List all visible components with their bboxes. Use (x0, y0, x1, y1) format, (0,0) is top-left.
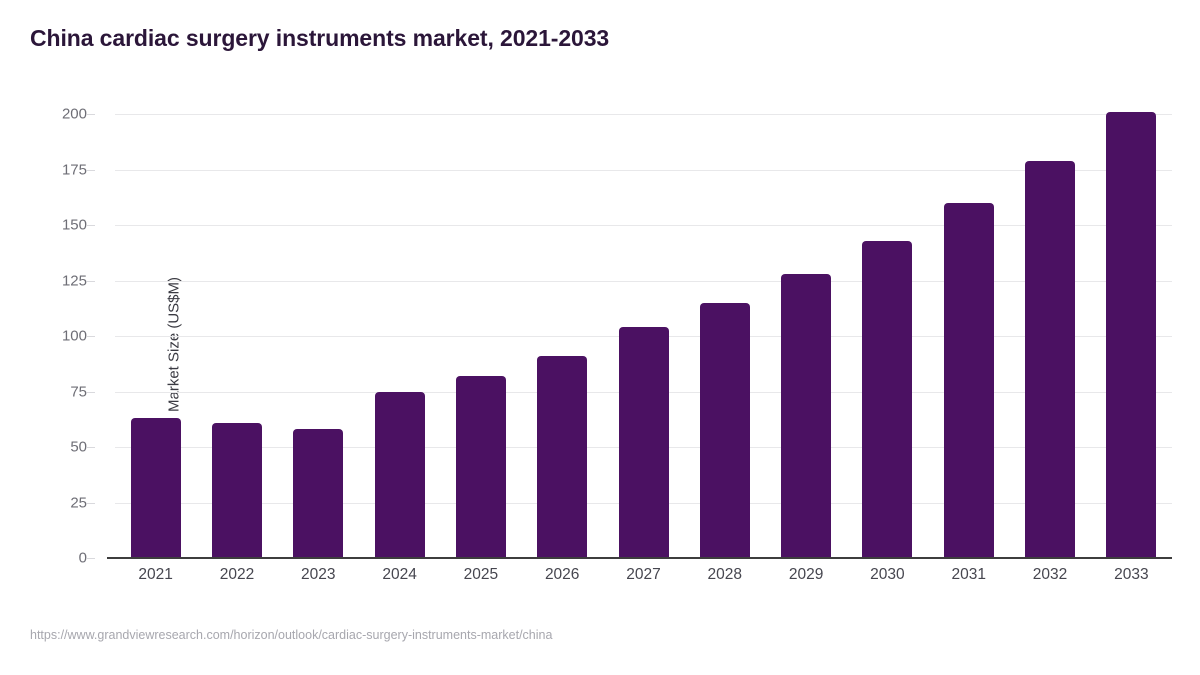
y-axis-tick-mark (87, 169, 95, 171)
plot-area (115, 111, 1172, 558)
y-axis-tick-mark (87, 391, 95, 393)
y-axis-tick-mark (87, 558, 95, 559)
y-axis-tick-mark (87, 114, 95, 115)
y-axis-tick-label: 0 (78, 549, 87, 567)
gridline (115, 225, 1172, 226)
x-axis-tick-label: 2031 (951, 566, 986, 583)
bar[interactable] (699, 302, 750, 558)
x-axis-line (107, 557, 1172, 559)
bar[interactable] (862, 240, 913, 558)
x-axis-tick-label: 2023 (301, 566, 336, 583)
bar[interactable] (1106, 111, 1157, 558)
bar[interactable] (537, 355, 588, 558)
y-axis-tick-label: 100 (61, 327, 87, 345)
x-axis-tick-label: 2032 (1032, 566, 1068, 583)
x-axis-tick-label: 2033 (1114, 566, 1149, 583)
y-axis-tick-mark (87, 336, 95, 337)
y-axis-tick-label: 175 (61, 161, 87, 178)
bar[interactable] (1025, 160, 1076, 558)
x-axis-tick-label: 2024 (382, 566, 417, 583)
gridline (115, 280, 1172, 282)
bar[interactable] (455, 375, 506, 558)
gridline (115, 114, 1172, 115)
y-axis-tick-mark (87, 225, 95, 226)
y-axis-tick-mark (87, 280, 95, 282)
bar[interactable] (374, 391, 425, 558)
bar[interactable] (781, 273, 832, 558)
y-axis-tick-mark (87, 502, 95, 504)
bar[interactable] (211, 422, 262, 558)
x-axis-tick-label: 2027 (626, 566, 661, 583)
bar[interactable] (943, 202, 994, 558)
x-axis-tick-label: 2030 (870, 566, 905, 583)
y-axis-tick-label: 200 (61, 105, 87, 123)
y-axis-tick-labels: 0 25 50 75 100 125 150 175 200 (0, 0, 105, 675)
x-axis-tick-label: 2029 (788, 566, 824, 583)
y-axis-tick-label: 75 (70, 383, 87, 400)
x-axis-tick-label: 2022 (219, 566, 255, 583)
y-axis-tick-label: 50 (70, 438, 87, 456)
bar[interactable] (618, 327, 669, 558)
x-axis-tick-label: 2026 (544, 566, 580, 583)
y-axis-tick-label: 25 (70, 494, 87, 511)
gridline (115, 169, 1172, 171)
bar[interactable] (130, 418, 181, 558)
bar[interactable] (293, 429, 344, 558)
y-axis-tick-mark (87, 447, 95, 448)
source-url: https://www.grandviewresearch.com/horizo… (30, 628, 553, 642)
y-axis-tick-label: 150 (61, 216, 87, 234)
x-axis-tick-label: 2025 (463, 566, 499, 583)
page-title: China cardiac surgery instruments market… (30, 25, 610, 51)
y-axis-tick-label: 125 (61, 272, 87, 289)
x-axis-tick-label: 2028 (707, 566, 743, 583)
x-axis-tick-label: 2021 (138, 566, 173, 583)
